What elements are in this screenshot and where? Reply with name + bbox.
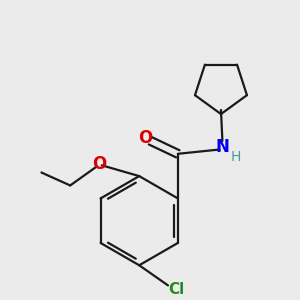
Text: O: O [138, 129, 153, 147]
Text: H: H [230, 150, 241, 164]
Text: N: N [215, 138, 229, 156]
Text: Cl: Cl [169, 282, 185, 297]
Text: O: O [92, 155, 106, 173]
